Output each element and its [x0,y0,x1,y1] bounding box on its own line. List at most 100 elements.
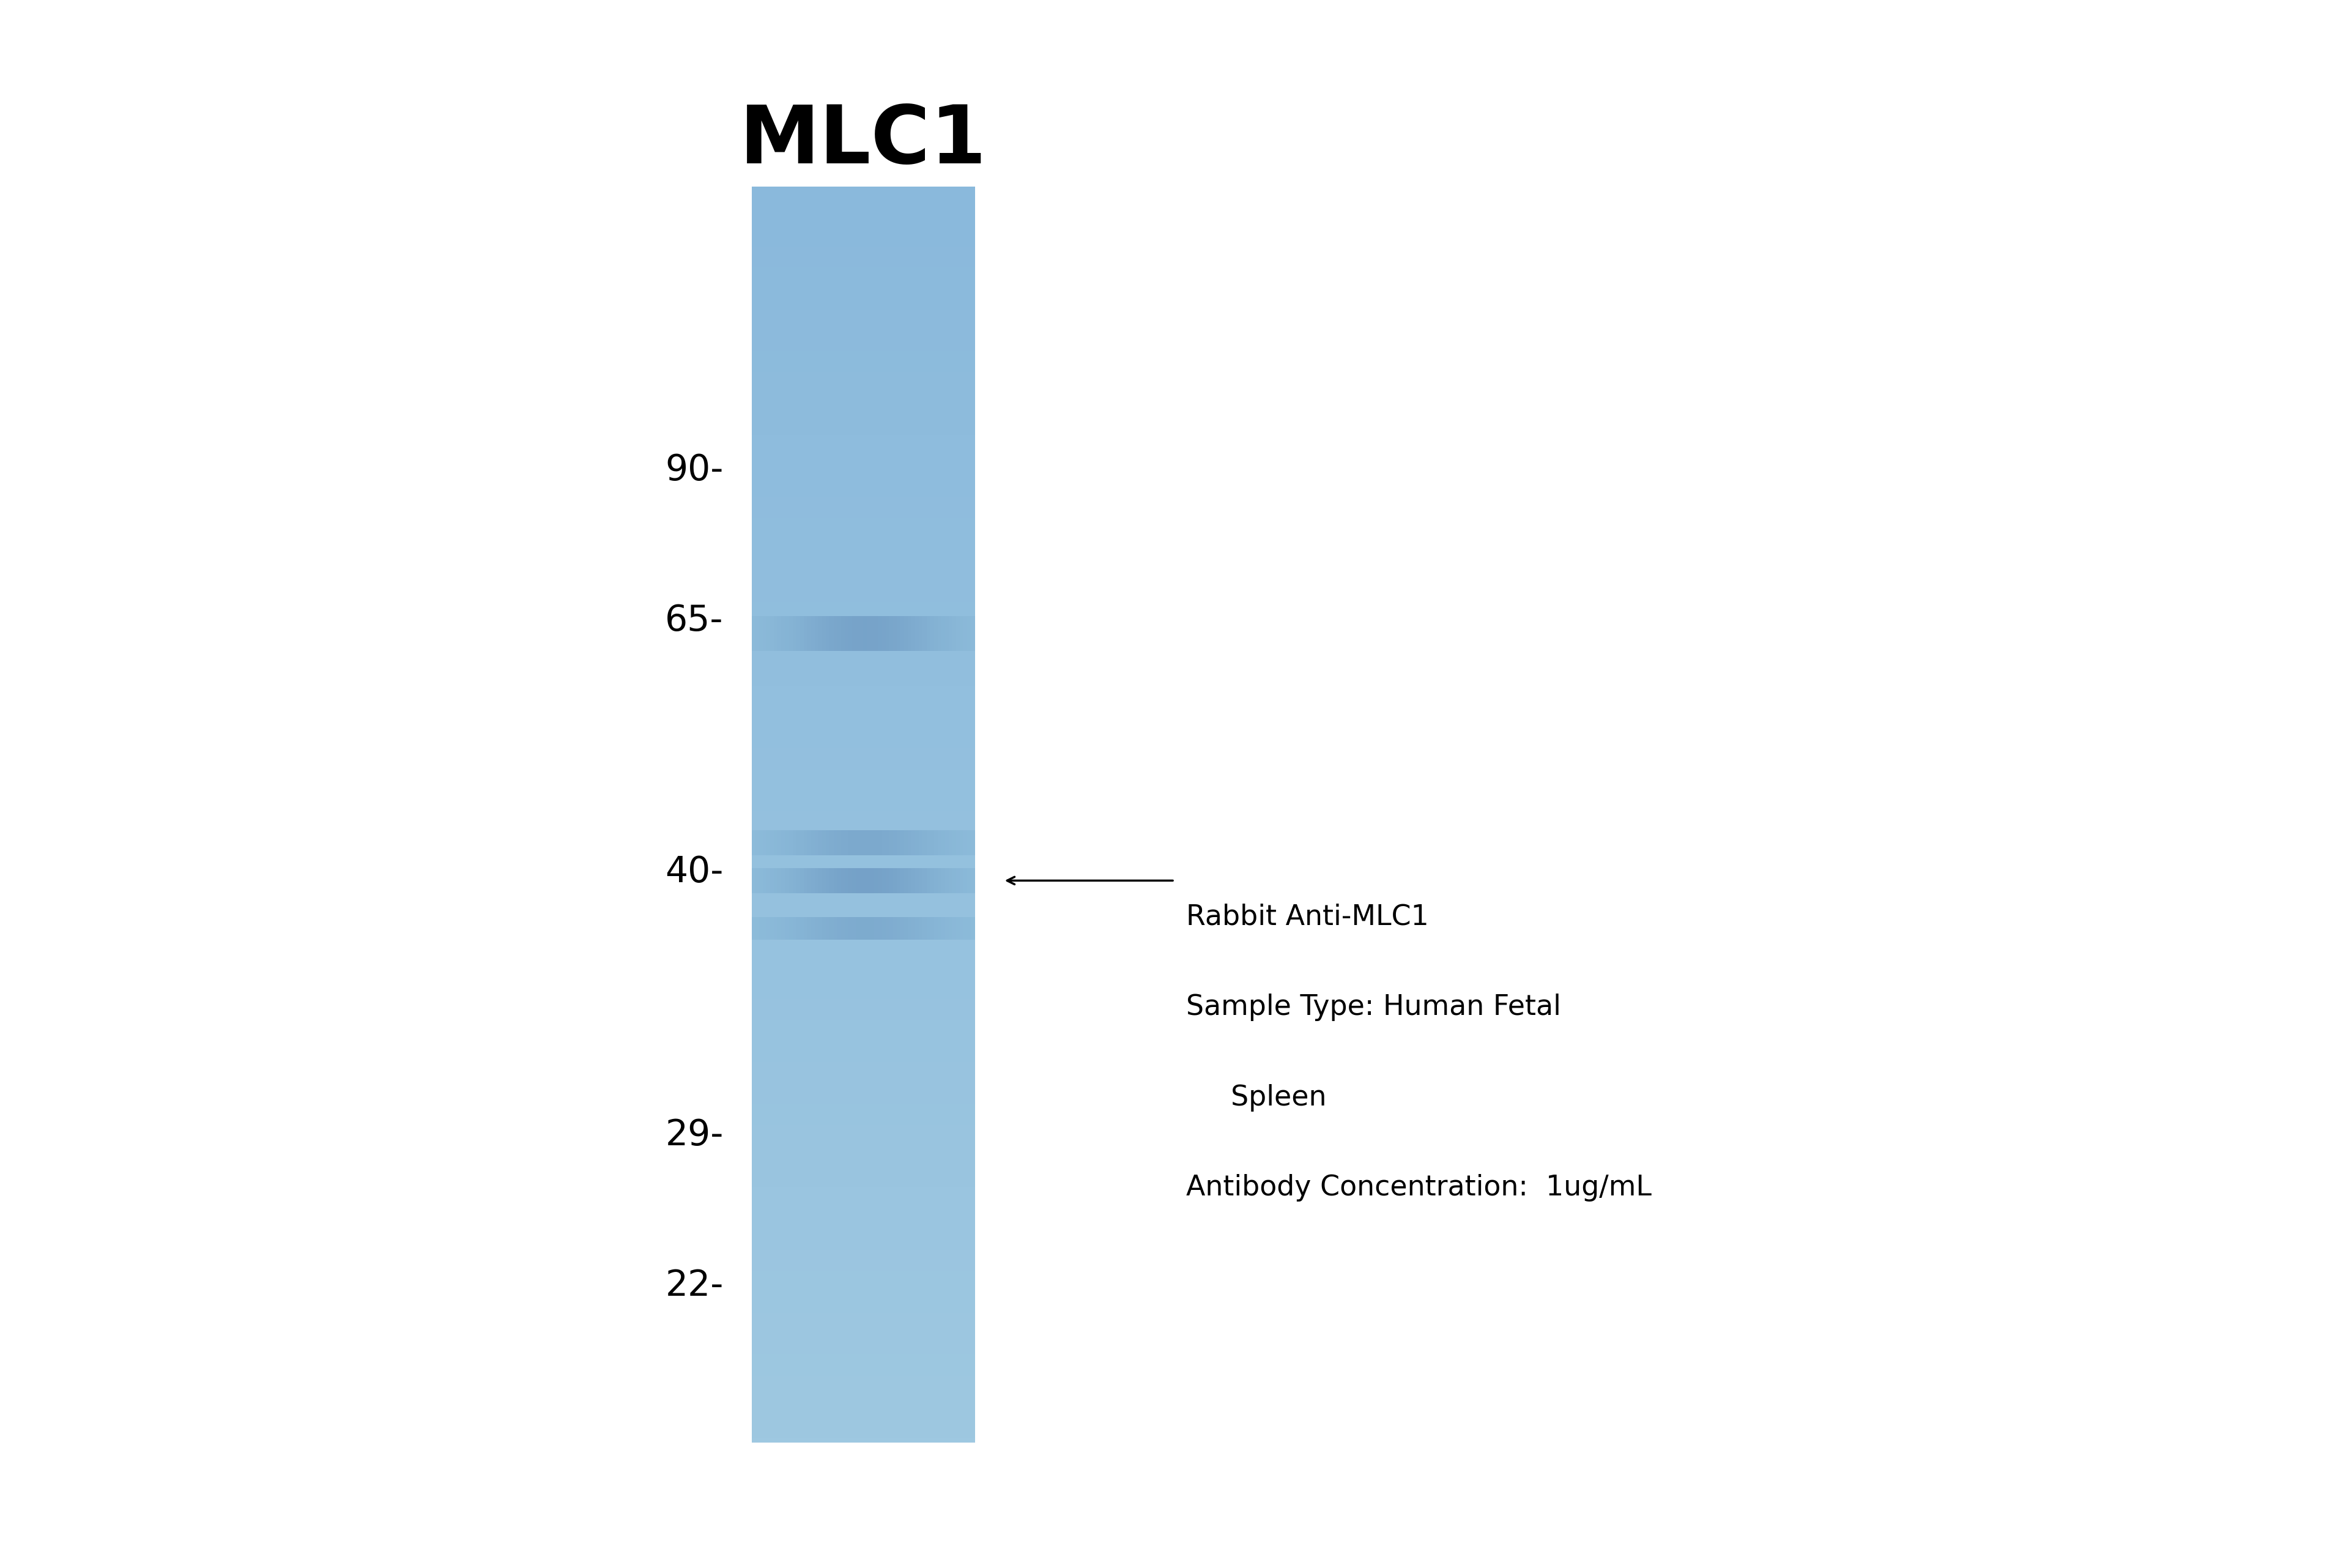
Bar [968,616,972,651]
Bar [752,317,975,321]
Bar [752,909,975,916]
Bar [782,831,785,856]
Bar [867,831,871,856]
Bar [874,917,879,939]
Bar [752,709,975,715]
Bar [752,1098,975,1104]
Bar [752,492,975,497]
Bar [886,616,890,651]
Bar [752,1120,975,1124]
Bar [752,1014,975,1021]
Bar [918,869,923,894]
Bar [752,927,975,933]
Bar [752,826,975,833]
Bar [752,655,975,660]
Bar [752,633,975,640]
Bar [752,583,975,590]
Bar [752,818,975,823]
Bar [752,593,975,597]
Bar [752,1035,975,1041]
Bar [785,831,789,856]
Bar [752,809,975,815]
Bar [785,869,789,894]
Bar [789,869,794,894]
Bar [752,1228,975,1234]
Bar [911,616,916,651]
Bar [815,831,820,856]
Bar [752,681,975,685]
Bar [808,917,813,939]
Bar [752,797,975,803]
Bar [846,616,848,651]
Bar [752,1135,975,1142]
Bar [752,387,975,394]
Bar [752,1341,975,1347]
Bar [752,651,975,657]
Bar [879,917,883,939]
Bar [752,947,975,953]
Bar [752,475,975,481]
Bar [752,956,975,961]
Bar [752,588,975,594]
Bar [756,616,759,651]
Bar [752,1027,975,1033]
Bar [752,1333,975,1338]
Bar [752,1223,975,1229]
Bar [752,897,975,903]
Bar [846,917,848,939]
Bar [752,1220,975,1225]
Bar [752,455,975,459]
Bar [867,616,871,651]
Bar [808,869,813,894]
Bar [752,1290,975,1297]
Bar [836,831,841,856]
Bar [763,616,768,651]
Bar [752,869,756,894]
Bar [803,616,808,651]
Bar [775,831,778,856]
Bar [916,917,918,939]
Bar [752,919,975,924]
Bar [897,831,902,856]
Bar [860,869,864,894]
Text: Antibody Concentration:  1ug/mL: Antibody Concentration: 1ug/mL [1186,1174,1651,1201]
Bar [834,917,839,939]
Bar [752,1273,975,1279]
Bar [930,869,935,894]
Bar [752,1215,975,1221]
Bar [752,964,975,971]
Bar [752,530,975,535]
Bar [752,1258,975,1262]
Bar [911,917,916,939]
Bar [752,688,975,695]
Bar [752,1336,975,1342]
Bar [752,354,975,359]
Text: 65-: 65- [665,604,723,638]
Bar [815,917,820,939]
Bar [752,1170,975,1174]
Bar [853,869,857,894]
Bar [752,734,975,740]
Bar [752,505,975,510]
Bar [752,1060,975,1066]
Bar [759,917,763,939]
Bar [752,608,975,615]
Bar [881,869,886,894]
Bar [752,1090,975,1096]
Bar [871,616,874,651]
Bar [841,831,846,856]
Bar [961,869,963,894]
Bar [900,917,904,939]
Bar [803,917,808,939]
Bar [752,718,975,723]
Bar [817,917,822,939]
Bar [886,831,890,856]
Bar [848,917,853,939]
Bar [752,1261,975,1267]
Bar [752,997,975,1004]
Bar [801,869,803,894]
Bar [803,831,808,856]
Bar [759,869,763,894]
Bar [855,917,860,939]
Bar [752,1203,975,1209]
